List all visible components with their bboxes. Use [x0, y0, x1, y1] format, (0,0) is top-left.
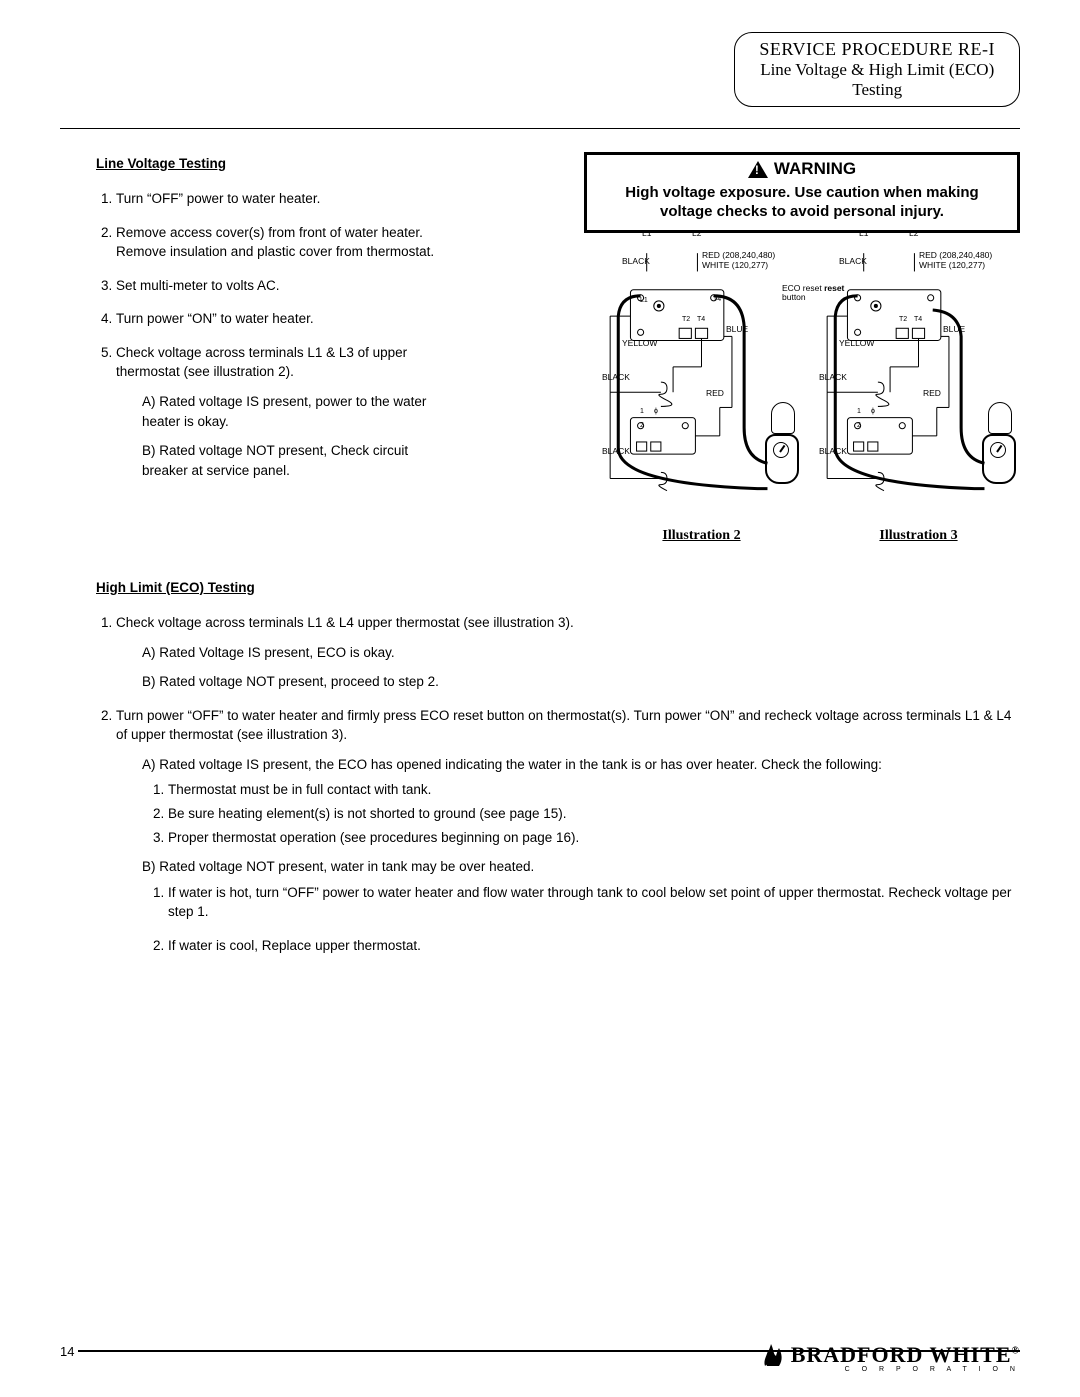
- section1-steps: Turn “OFF” power to water heater. Remove…: [96, 189, 456, 480]
- step1-sub: A) Rated Voltage IS present, ECO is okay…: [116, 643, 1020, 692]
- step-text: Check voltage across terminals L1 & L4 u…: [116, 615, 574, 630]
- lbl-l1: L1: [642, 228, 651, 238]
- flame-icon: [761, 1340, 785, 1368]
- step: Check voltage across terminals L1 & L3 o…: [116, 343, 456, 480]
- lbl-l4: T4: [713, 296, 721, 303]
- header-rule: [60, 128, 1020, 129]
- lbl-2: 2: [857, 422, 861, 429]
- substep-text: B) Rated voltage NOT present, water in t…: [142, 859, 534, 874]
- lbl-red-v: RED (208,240,480): [702, 250, 775, 260]
- step: Turn power “OFF” to water heater and fir…: [116, 706, 1020, 956]
- lbl-black2: BLACK: [819, 372, 847, 382]
- illustration-3: L1 L2 BLACK RED (208,240,480) WHITE (120…: [817, 232, 1020, 522]
- section-high-limit: High Limit (ECO) Testing Check voltage a…: [96, 580, 1020, 969]
- lbl-blue: BLUE: [943, 324, 965, 334]
- lbl-black: BLACK: [622, 256, 650, 266]
- list-item: Be sure heating element(s) is not shorte…: [168, 804, 1020, 824]
- step2-sub: A) Rated voltage IS present, the ECO has…: [116, 755, 1020, 956]
- lbl-t4: T4: [697, 316, 705, 323]
- list-item: If water is hot, turn “OFF” power to wat…: [168, 883, 1020, 922]
- step: Check voltage across terminals L1 & L4 u…: [116, 613, 1020, 692]
- lbl-red-v: RED (208,240,480): [919, 250, 992, 260]
- lbl-t2: T2: [899, 316, 907, 323]
- clamp-icon: [988, 402, 1012, 434]
- substep: A) Rated voltage IS present, power to th…: [142, 392, 456, 431]
- lbl-white-v: WHITE (120,277): [919, 260, 985, 270]
- lbl-l2: L2: [692, 228, 701, 238]
- lbl-l2: L2: [909, 228, 918, 238]
- lbl-phi: ɸ: [654, 408, 658, 415]
- substep: B) Rated voltage NOT present, water in t…: [142, 857, 1020, 955]
- step: Turn “OFF” power to water heater.: [116, 189, 456, 209]
- step-text: Check voltage across terminals L1 & L3 o…: [116, 345, 407, 380]
- step: Remove access cover(s) from front of wat…: [116, 223, 456, 262]
- caption-illustration-2: Illustration 2: [662, 528, 740, 544]
- lbl-phi: ɸ: [871, 408, 875, 415]
- step: Set multi-meter to volts AC.: [116, 276, 456, 296]
- lbl-white-v: WHITE (120,277): [702, 260, 768, 270]
- list-item: If water is cool, Replace upper thermost…: [168, 936, 1020, 956]
- step-text: Turn power “OFF” to water heater and fir…: [116, 708, 1011, 743]
- registered-mark: ®: [1012, 1346, 1020, 1357]
- substep-text: A) Rated voltage IS present, the ECO has…: [142, 757, 882, 772]
- lbl-t4: T4: [914, 316, 922, 323]
- header-title: SERVICE PROCEDURE RE-I: [759, 39, 995, 60]
- section1-title: Line Voltage Testing: [96, 156, 1020, 171]
- multimeter-icon: [982, 434, 1016, 484]
- lbl-2: 2: [640, 422, 644, 429]
- brand-logo: BRADFORD WHITE® C O R P O R A T I O N: [761, 1340, 1020, 1373]
- clamp-icon: [771, 402, 795, 434]
- lbl-black: BLACK: [839, 256, 867, 266]
- section2-title: High Limit (ECO) Testing: [96, 580, 1020, 595]
- lbl-1: 1: [857, 408, 861, 415]
- lbl-t2: T2: [682, 316, 690, 323]
- lbl-blue: BLUE: [726, 324, 748, 334]
- step: Turn power “ON” to water heater.: [116, 309, 456, 329]
- page-number: 14: [60, 1344, 74, 1359]
- lbl-black3: BLACK: [819, 446, 847, 456]
- substep: A) Rated Voltage IS present, ECO is okay…: [142, 643, 1020, 663]
- section1-body: Turn “OFF” power to water heater. Remove…: [96, 189, 456, 480]
- brand-name: BRADFORD WHITE®: [761, 1340, 1020, 1368]
- step2a-list: Thermostat must be in full contact with …: [142, 780, 1020, 847]
- header-subtitle-1: Line Voltage & High Limit (ECO): [759, 60, 995, 80]
- diagrams: ECO reset reset button: [600, 232, 1020, 522]
- lbl-yellow: YELLOW: [839, 338, 874, 348]
- lbl-red: RED: [923, 388, 941, 398]
- lbl-l1: L1: [859, 228, 868, 238]
- lbl-1: 1: [640, 408, 644, 415]
- header-subtitle-2: Testing: [759, 80, 995, 100]
- lbl-l1b: L1: [640, 297, 648, 304]
- header-box: SERVICE PROCEDURE RE-I Line Voltage & Hi…: [734, 32, 1020, 107]
- substep: B) Rated voltage NOT present, proceed to…: [142, 672, 1020, 692]
- lbl-yellow: YELLOW: [622, 338, 657, 348]
- list-item: Proper thermostat operation (see procedu…: [168, 828, 1020, 848]
- step5-sub: A) Rated voltage IS present, power to th…: [116, 392, 456, 480]
- substep: A) Rated voltage IS present, the ECO has…: [142, 755, 1020, 847]
- lbl-red: RED: [706, 388, 724, 398]
- multimeter-icon: [765, 434, 799, 484]
- substep: B) Rated voltage NOT present, Check circ…: [142, 441, 456, 480]
- lbl-black3: BLACK: [602, 446, 630, 456]
- brand-word-2: WHITE: [929, 1342, 1011, 1367]
- step2b-list: If water is hot, turn “OFF” power to wat…: [142, 883, 1020, 956]
- caption-illustration-3: Illustration 3: [879, 528, 957, 544]
- brand-word-1: BRADFORD: [791, 1342, 924, 1367]
- lbl-black2: BLACK: [602, 372, 630, 382]
- page: SERVICE PROCEDURE RE-I Line Voltage & Hi…: [0, 0, 1080, 1397]
- section2-steps: Check voltage across terminals L1 & L4 u…: [96, 613, 1020, 955]
- illustration-2: L1 L2 BLACK RED (208,240,480) WHITE (120…: [600, 232, 803, 522]
- list-item: Thermostat must be in full contact with …: [168, 780, 1020, 800]
